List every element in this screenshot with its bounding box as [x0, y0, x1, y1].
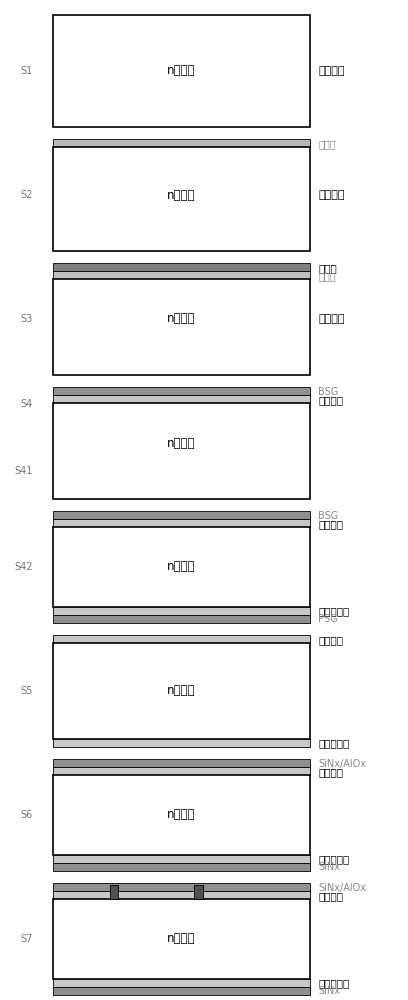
Text: BSG: BSG	[318, 511, 339, 521]
Bar	[53, 863, 310, 871]
Text: n型硅片: n型硅片	[167, 560, 196, 574]
Text: S7: S7	[20, 934, 33, 944]
Text: S5: S5	[20, 686, 33, 696]
Text: 硼发射极: 硼发射极	[318, 519, 343, 529]
Bar	[53, 643, 310, 739]
Bar	[53, 403, 310, 499]
Text: 硼浆料: 硼浆料	[318, 271, 336, 281]
Text: S42: S42	[14, 562, 33, 572]
Text: S6: S6	[20, 810, 33, 820]
Text: 磷扩散背场: 磷扩散背场	[318, 854, 350, 864]
Bar	[53, 759, 310, 767]
Bar	[53, 519, 310, 527]
Bar	[110, 885, 118, 899]
Text: S3: S3	[20, 314, 33, 324]
Bar	[53, 279, 310, 375]
Text: n型硅片: n型硅片	[167, 312, 196, 326]
Bar	[53, 607, 310, 615]
Bar	[53, 855, 310, 863]
Bar	[53, 395, 310, 403]
Text: SiNx/AlOx: SiNx/AlOx	[318, 883, 366, 893]
Text: 阻挡层: 阻挡层	[318, 263, 337, 273]
Bar	[53, 387, 310, 395]
Bar	[53, 15, 310, 127]
Bar	[53, 635, 310, 643]
Text: SiNx: SiNx	[318, 862, 340, 872]
Text: 硼发射极: 硼发射极	[318, 395, 343, 405]
Bar	[53, 263, 310, 271]
Bar	[53, 767, 310, 775]
Text: PSG: PSG	[318, 614, 338, 624]
Bar	[53, 739, 310, 747]
Text: 磷扩散背场: 磷扩散背场	[318, 606, 350, 616]
Text: SiNx/AlOx: SiNx/AlOx	[318, 759, 366, 769]
Text: S1: S1	[20, 66, 33, 76]
Text: 硼发射极: 硼发射极	[318, 635, 343, 645]
Text: 磷扩散背场: 磷扩散背场	[318, 978, 350, 988]
Text: 制绒硅片: 制绒硅片	[318, 314, 345, 324]
Text: S41: S41	[14, 466, 33, 476]
Bar	[53, 987, 310, 995]
Bar	[195, 885, 202, 899]
Text: 硼发射极: 硼发射极	[318, 767, 343, 777]
Bar	[53, 899, 310, 979]
Text: n型硅片: n型硅片	[167, 64, 196, 78]
Text: BSG: BSG	[318, 387, 339, 397]
Text: SiNx: SiNx	[318, 986, 340, 996]
Bar	[53, 147, 310, 251]
Bar	[53, 527, 310, 607]
Text: n型硅片: n型硅片	[167, 189, 196, 202]
Bar	[53, 271, 310, 279]
Bar	[53, 139, 310, 147]
Text: 硼浆料: 硼浆料	[318, 139, 336, 149]
Bar	[53, 615, 310, 623]
Bar	[53, 883, 310, 891]
Bar	[53, 511, 310, 519]
Text: n型硅片: n型硅片	[167, 808, 196, 822]
Text: n型硅片: n型硅片	[167, 932, 196, 946]
Text: n型硅片: n型硅片	[167, 684, 196, 698]
Text: S4: S4	[20, 399, 33, 409]
Text: 磷扩散背场: 磷扩散背场	[318, 738, 350, 748]
Text: S2: S2	[20, 190, 33, 200]
Bar	[53, 775, 310, 855]
Text: 制绒硅片: 制绒硅片	[318, 190, 345, 200]
Bar	[53, 891, 310, 899]
Text: n型硅片: n型硅片	[167, 437, 196, 450]
Bar	[53, 979, 310, 987]
Text: 制绒硅片: 制绒硅片	[318, 66, 345, 76]
Text: 硼发射极: 硼发射极	[318, 891, 343, 901]
